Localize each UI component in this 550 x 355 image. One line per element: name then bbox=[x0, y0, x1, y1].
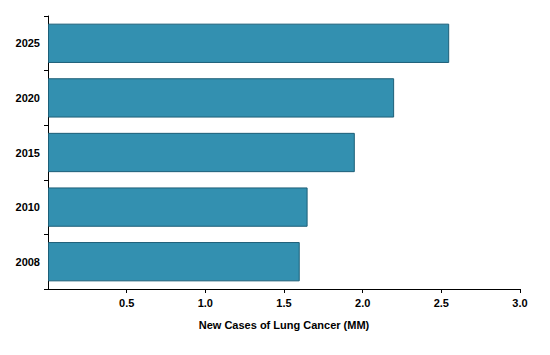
svg-text:1.5: 1.5 bbox=[276, 297, 291, 309]
svg-text:2.0: 2.0 bbox=[355, 297, 370, 309]
svg-text:3.0: 3.0 bbox=[512, 297, 527, 309]
svg-text:2020: 2020 bbox=[16, 92, 40, 104]
svg-text:2008: 2008 bbox=[16, 256, 40, 268]
svg-text:2015: 2015 bbox=[16, 147, 40, 159]
svg-text:2025: 2025 bbox=[16, 37, 40, 49]
svg-text:0.5: 0.5 bbox=[119, 297, 134, 309]
svg-text:1.0: 1.0 bbox=[198, 297, 213, 309]
svg-text:2010: 2010 bbox=[16, 201, 40, 213]
svg-text:New Cases of Lung Cancer (MM): New Cases of Lung Cancer (MM) bbox=[199, 319, 370, 331]
svg-text:2.5: 2.5 bbox=[434, 297, 449, 309]
